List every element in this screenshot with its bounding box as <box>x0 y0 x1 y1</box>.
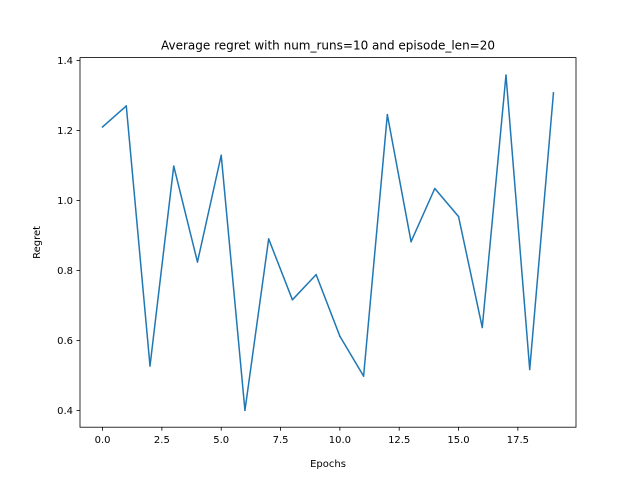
plot-area <box>80 57 576 428</box>
x-axis-ticks: 0.0 2.5 5.0 7.5 10.0 12.5 15.0 17.5 <box>95 427 529 446</box>
data-point <box>481 326 484 329</box>
data-point <box>552 92 555 94</box>
x-tick-label: 5.0 <box>213 435 229 446</box>
x-tick-label: 7.5 <box>273 435 289 446</box>
y-tick-label: 0.6 <box>57 336 73 347</box>
x-tick-label: 17.5 <box>507 435 529 446</box>
data-point <box>149 365 151 367</box>
y-tick-label: 1.2 <box>57 126 73 137</box>
series-line <box>101 74 555 412</box>
data-point <box>410 240 412 243</box>
data-point <box>528 368 531 371</box>
x-tick-label: 10.0 <box>329 435 351 446</box>
y-axis-ticks: 0.4 0.6 0.8 1.0 1.2 1.4 <box>57 56 80 417</box>
x-tick-label: 0.0 <box>95 435 111 446</box>
y-tick-label: 1.4 <box>57 56 73 67</box>
y-tick-label: 0.8 <box>57 266 73 277</box>
x-axis-label: Epochs <box>310 459 346 470</box>
data-point <box>125 105 128 107</box>
plot-frame <box>79 57 577 428</box>
x-tick-label: 12.5 <box>388 435 410 446</box>
data-point <box>101 126 104 128</box>
data-point <box>196 261 199 263</box>
x-tick-label: 15.0 <box>447 435 469 446</box>
data-point <box>339 335 341 337</box>
data-point <box>457 215 460 218</box>
data-point <box>220 154 222 156</box>
y-axis-label: Regret <box>32 226 43 259</box>
y-tick-label: 1.0 <box>57 196 73 207</box>
chart-title: Average regret with num_runs=10 and epis… <box>161 39 495 53</box>
y-tick-label: 0.4 <box>57 406 73 417</box>
data-point <box>362 375 365 377</box>
data-point <box>315 273 317 276</box>
data-point <box>505 74 507 76</box>
data-point <box>386 113 389 116</box>
data-point <box>434 187 436 190</box>
data-point <box>267 238 270 240</box>
series-layer <box>101 74 555 412</box>
x-tick-label: 2.5 <box>154 435 170 446</box>
data-point <box>172 165 175 167</box>
data-point <box>291 299 294 301</box>
data-point <box>244 409 246 412</box>
